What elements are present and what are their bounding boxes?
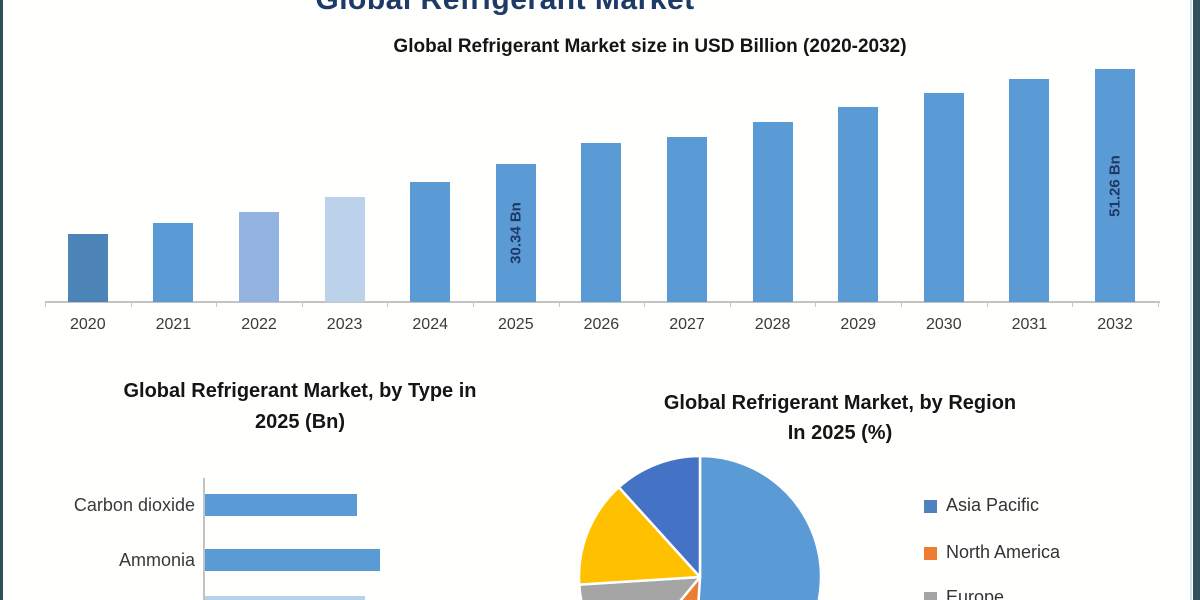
bar-2024 xyxy=(410,182,451,302)
x-axis-label-2022: 2022 xyxy=(241,316,277,333)
top-chart-axis-tick xyxy=(216,302,218,307)
bar-2020 xyxy=(67,234,108,302)
legend-label-europe: Europe xyxy=(946,587,1005,600)
frame-border-right-inner xyxy=(1190,0,1192,600)
bar-2032: 51.26 Bn xyxy=(1095,69,1135,302)
x-axis-label-2023: 2023 xyxy=(326,316,363,333)
bar-2025: 30.34 Bn xyxy=(495,164,536,302)
pie-slice-asia-pacific xyxy=(697,454,823,600)
top-chart-axis-tick xyxy=(1157,302,1159,307)
top-chart-axis-tick xyxy=(815,302,817,307)
y-axis-label-carbon-dioxide: Carbon dioxide xyxy=(73,495,195,515)
x-axis-label-2029: 2029 xyxy=(840,316,876,333)
pie-slice-unlabeled-4 xyxy=(617,454,702,579)
x-axis-label-2020: 2020 xyxy=(70,316,106,333)
bar-2030 xyxy=(923,93,964,302)
top-chart-title: Global Refrigerant Market size in USD Bi… xyxy=(393,36,907,57)
frame-border-right xyxy=(1193,0,1200,600)
main-title-partial: Global Refrigerant Market xyxy=(0,0,1010,17)
x-axis-label-2028: 2028 xyxy=(754,316,791,333)
frame-border-left xyxy=(0,0,3,600)
pie-slice-unlabeled-3 xyxy=(577,486,702,586)
bar-2029 xyxy=(838,107,879,302)
bar-value-label-2032: 51.26 Bn xyxy=(1106,154,1124,217)
bar-partial-third xyxy=(205,596,365,600)
type-chart-title-line1: Global Refrigerant Market, by Type in xyxy=(123,380,477,402)
x-axis-label-2027: 2027 xyxy=(669,316,705,333)
bar-2021 xyxy=(153,223,194,302)
bar-2027 xyxy=(667,137,707,302)
bar-value-label-2025: 30.34 Bn xyxy=(507,202,525,264)
legend-marker-north-america xyxy=(924,547,937,560)
top-chart-axis-tick xyxy=(986,302,988,307)
region-chart-title-line2: In 2025 (%) xyxy=(787,422,893,444)
top-chart-axis-tick xyxy=(1072,302,1074,307)
top-chart-axis-tick xyxy=(301,302,303,307)
x-axis-label-2030: 2030 xyxy=(926,316,962,333)
top-chart-axis-tick xyxy=(387,302,389,307)
top-chart-axis-tick xyxy=(473,302,474,307)
legend-label-asia-pacific: Asia Pacific xyxy=(946,495,1040,515)
top-chart-x-axis xyxy=(45,301,1160,303)
top-chart-axis-tick xyxy=(644,302,646,307)
bar-2022 xyxy=(239,212,279,302)
bar-ammonia xyxy=(205,549,380,571)
legend-marker-asia-pacific xyxy=(924,500,937,513)
x-axis-label-2021: 2021 xyxy=(155,316,192,333)
type-chart-y-axis xyxy=(203,478,205,600)
bar-2031 xyxy=(1009,79,1050,302)
type-chart-title-line2: 2025 (Bn) xyxy=(254,411,346,433)
top-chart-axis-tick xyxy=(558,302,560,307)
x-axis-label-2025: 2025 xyxy=(498,316,534,333)
region-chart-title-line1: Global Refrigerant Market, by Region xyxy=(663,392,1017,414)
bar-carbon-dioxide xyxy=(205,494,357,516)
x-axis-label-2026: 2026 xyxy=(583,316,620,333)
legend-label-north-america: North America xyxy=(946,542,1061,562)
x-axis-label-2031: 2031 xyxy=(1011,316,1048,333)
top-chart-axis-tick xyxy=(901,302,902,307)
bar-2023 xyxy=(324,197,365,302)
x-axis-label-2032: 2032 xyxy=(1097,316,1133,333)
y-axis-label-ammonia: Ammonia xyxy=(118,550,195,570)
bar-2026 xyxy=(581,143,622,302)
x-axis-label-2024: 2024 xyxy=(412,316,448,333)
legend-marker-europe xyxy=(924,592,937,600)
region-pie-svg xyxy=(577,454,823,600)
bar-2028 xyxy=(752,122,793,302)
top-chart-axis-tick xyxy=(729,302,731,307)
top-chart-axis-tick xyxy=(130,302,132,307)
top-chart-axis-tick xyxy=(45,302,46,307)
